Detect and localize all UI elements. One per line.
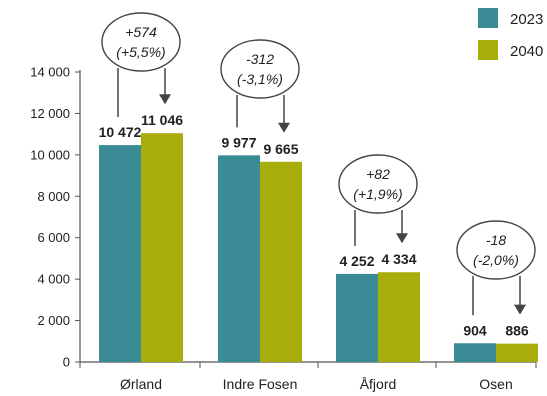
- annotation-arrowhead: [396, 233, 408, 244]
- change-absolute: +574: [125, 24, 157, 40]
- bar-2040-ørland: [141, 133, 183, 362]
- change-bubble: [101, 12, 181, 72]
- y-tick-label: 14 000: [30, 65, 70, 80]
- category-label: Åfjord: [360, 376, 397, 392]
- bar-value-label: 9 665: [263, 141, 298, 157]
- bar-2023-åfjord: [336, 273, 378, 362]
- bar-value-label: 886: [505, 323, 529, 339]
- bar-2023-indre-fosen: [218, 155, 260, 362]
- change-percent: (-2,0%): [473, 252, 519, 268]
- bar-value-label: 4 334: [381, 251, 416, 267]
- bar-value-label: 904: [463, 322, 487, 338]
- category-label: Osen: [479, 376, 512, 392]
- legend-swatch-2023: [478, 8, 498, 28]
- y-tick-label: 10 000: [30, 147, 70, 162]
- bar-2023-osen: [454, 343, 496, 362]
- y-tick-label: 12 000: [30, 106, 70, 121]
- change-absolute: -312: [246, 51, 274, 67]
- change-bubble: [220, 39, 300, 99]
- annotation-arrowhead: [159, 94, 171, 105]
- change-bubble: [338, 154, 418, 214]
- y-tick-label: 4 000: [37, 272, 70, 287]
- annotation-arrowhead: [514, 304, 526, 315]
- legend-swatch-2040: [478, 40, 498, 60]
- change-percent: (-3,1%): [237, 71, 283, 87]
- bar-value-label: 9 977: [221, 134, 256, 150]
- change-absolute: +82: [366, 166, 390, 182]
- legend-label: 2023: [510, 11, 543, 28]
- category-label: Ørland: [120, 376, 162, 392]
- change-bubble: [456, 220, 536, 280]
- change-percent: (+5,5%): [116, 44, 165, 60]
- bar-value-label: 4 252: [339, 253, 374, 269]
- annotation-arrowhead: [278, 122, 290, 133]
- bar-2040-indre-fosen: [260, 161, 302, 362]
- bar-2023-ørland: [99, 145, 141, 362]
- category-label: Indre Fosen: [223, 376, 298, 392]
- y-tick-label: 6 000: [37, 230, 70, 245]
- legend-label: 2040: [510, 43, 543, 60]
- bar-2040-åfjord: [378, 272, 420, 362]
- y-tick-label: 2 000: [37, 313, 70, 328]
- change-percent: (+1,9%): [353, 186, 402, 202]
- y-tick-label: 0: [63, 355, 70, 370]
- bar-value-label: 11 046: [141, 112, 183, 128]
- y-tick-label: 8 000: [37, 189, 70, 204]
- bar-value-label: 10 472: [99, 124, 142, 140]
- change-absolute: -18: [486, 232, 506, 248]
- bar-2040-osen: [496, 343, 538, 362]
